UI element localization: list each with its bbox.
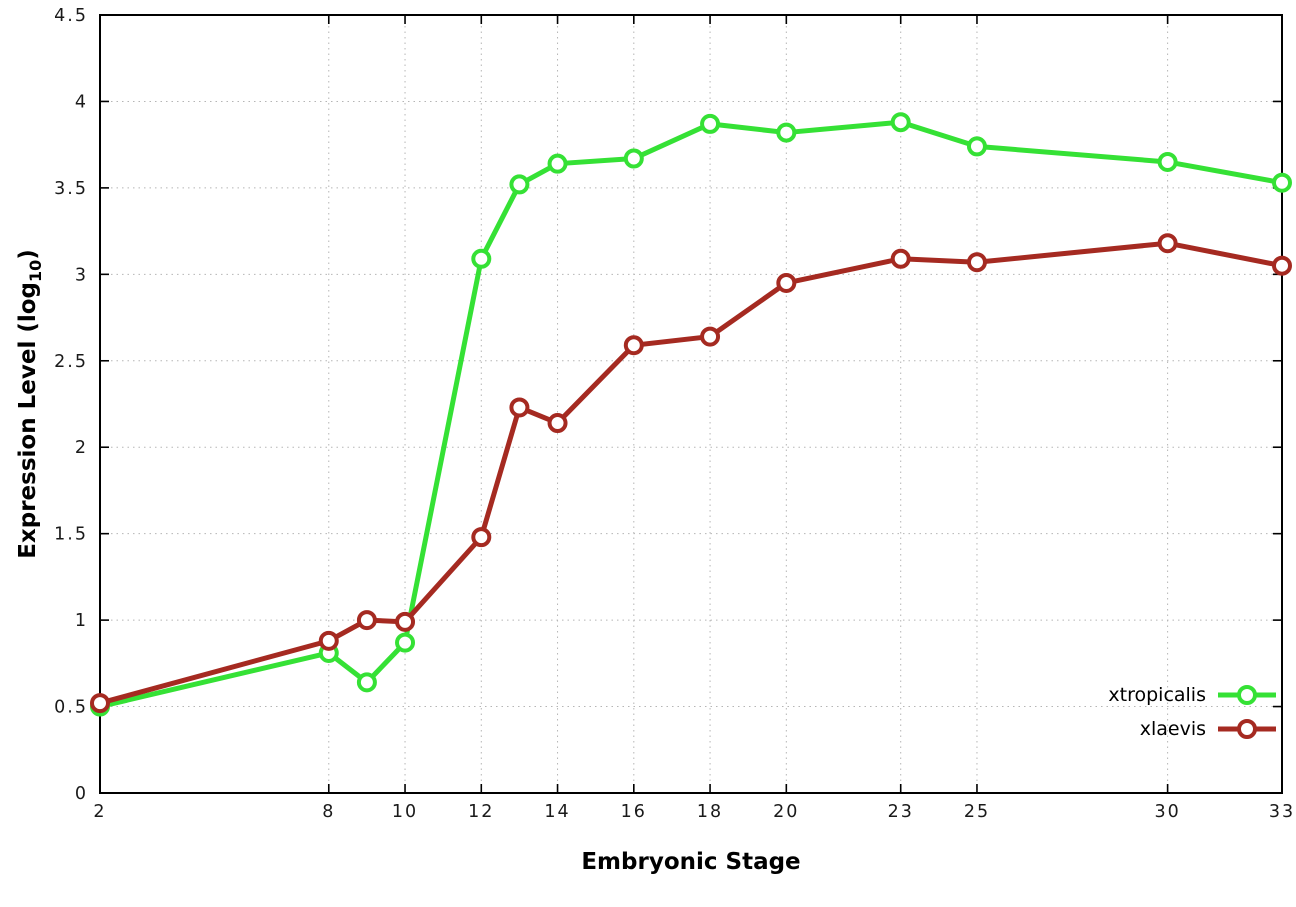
data-point-xtropicalis [623, 148, 644, 169]
data-point-xtropicalis [509, 174, 530, 195]
y-tick-label: 3 [75, 265, 88, 285]
data-point-xlaevis [776, 272, 797, 293]
y-tick-label: 3.5 [54, 179, 88, 199]
data-point-xlaevis [395, 611, 416, 632]
plot-border [99, 14, 1283, 794]
data-point-xlaevis [547, 413, 568, 434]
series-xtropicalis [90, 112, 1292, 717]
y-tick-label: 0.5 [54, 698, 88, 718]
y-tick-label: 0 [75, 784, 88, 804]
y-tick-label: 4 [75, 92, 88, 112]
legend-label-xlaevis: xlaevis [1139, 718, 1206, 740]
x-tick-labels: 2 8 10 12 14 16 18 20 23 25 30 33 [93, 802, 1295, 822]
y-tick-label: 2.5 [54, 352, 88, 372]
data-point-xlaevis [1272, 255, 1292, 276]
data-point-xtropicalis [776, 122, 797, 143]
data-point-xlaevis [318, 630, 339, 651]
x-tick-label: 8 [322, 802, 335, 822]
data-point-xlaevis [890, 248, 911, 269]
line-marker-icon [1218, 719, 1276, 739]
y-axis-title-subscript: 10 [25, 259, 45, 282]
x-tick-label: 23 [888, 802, 914, 822]
series-xlaevis [90, 233, 1292, 714]
x-tick-label: 18 [697, 802, 723, 822]
y-axis-title-close: ) [15, 249, 42, 260]
x-tick-label: 25 [964, 802, 990, 822]
y-axis-title: Expression Level (log10) [15, 249, 45, 559]
x-tick-label: 20 [773, 802, 799, 822]
y-tick-labels: 0 0.5 1 1.5 2 2.5 3 3.5 4 4.5 [54, 6, 88, 804]
y-axis-title-text: Expression Level (log [15, 281, 42, 559]
legend-entry-xlaevis: xlaevis [1108, 715, 1278, 743]
legend-entry-xtropicalis: xtropicalis [1108, 681, 1278, 709]
data-point-xlaevis [90, 693, 110, 714]
x-tick-label: 16 [621, 802, 647, 822]
data-point-xtropicalis [1272, 172, 1292, 193]
x-tick-label: 33 [1269, 802, 1295, 822]
x-tick-label: 12 [468, 802, 494, 822]
data-point-xtropicalis [966, 136, 987, 157]
data-point-xlaevis [1157, 233, 1178, 254]
data-point-xlaevis [623, 335, 644, 356]
data-point-xtropicalis [547, 153, 568, 174]
y-tick-label: 1 [75, 611, 88, 631]
x-tick-label: 30 [1154, 802, 1180, 822]
x-tick-label: 10 [392, 802, 418, 822]
data-point-xtropicalis [700, 113, 721, 134]
x-tick-label: 14 [544, 802, 570, 822]
data-point-xlaevis [509, 397, 530, 418]
data-point-xlaevis [471, 527, 492, 548]
legend: xtropicalis xlaevis [1108, 681, 1278, 743]
data-point-xtropicalis [356, 672, 377, 693]
legend-label-xtropicalis: xtropicalis [1108, 684, 1206, 706]
y-tick-label: 1.5 [54, 525, 88, 545]
series-line-xlaevis [97, 240, 1285, 706]
line-marker-icon [1218, 685, 1276, 705]
y-tick-label: 4.5 [54, 6, 88, 26]
series-line-xtropicalis [97, 119, 1285, 710]
data-point-xtropicalis [1157, 151, 1178, 172]
data-point-xtropicalis [890, 112, 911, 133]
y-tick-label: 2 [75, 438, 88, 458]
data-point-xlaevis [966, 252, 987, 273]
data-point-xtropicalis [471, 248, 492, 269]
data-point-xtropicalis [395, 632, 416, 653]
x-axis-title: Embryonic Stage [581, 849, 801, 875]
data-point-xlaevis [356, 610, 377, 631]
x-tick-label: 2 [93, 802, 106, 822]
data-point-xlaevis [700, 326, 721, 347]
